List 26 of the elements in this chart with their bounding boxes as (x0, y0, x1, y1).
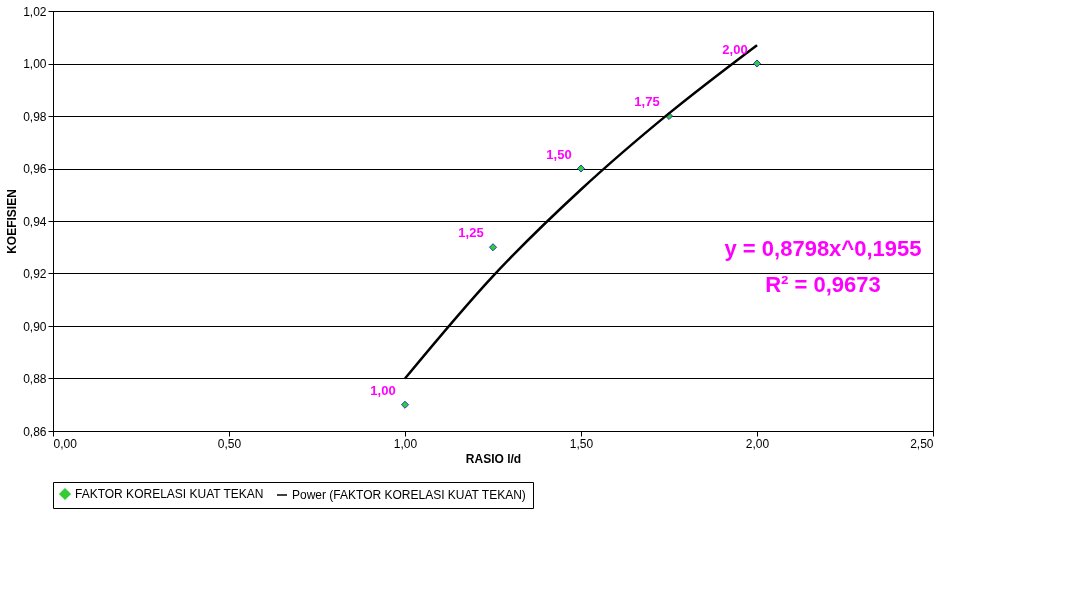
annotation: 1,00 (370, 382, 396, 398)
annotation: 2,00 (722, 41, 748, 57)
y-tick-label: 0,96 (23, 162, 47, 176)
annotation: 1,25 (458, 225, 484, 241)
annotation: 1,50 (546, 146, 572, 162)
legend-label: Power (FAKTOR KORELASI KUAT TEKAN) (292, 488, 526, 502)
legend-label: FAKTOR KORELASI KUAT TEKAN (75, 487, 264, 501)
annotation: R² = 0,9673 (765, 272, 881, 297)
x-tick-label: 1,00 (393, 436, 418, 451)
y-tick-label: 1,02 (23, 4, 47, 19)
x-tick-label: 0,50 (217, 436, 242, 451)
y-axis-title: KOEFISIEN (5, 189, 20, 254)
y-tick-label: 0,88 (23, 372, 47, 386)
y-tick-label: 1,00 (23, 57, 47, 71)
x-tick-label: 2,50 (910, 436, 934, 451)
x-axis-title: RASIO l/d (465, 451, 522, 466)
y-tick-label: 0,90 (23, 319, 47, 334)
x-tick-label: 1,50 (569, 436, 594, 451)
annotation: 1,75 (634, 94, 660, 109)
annotation: y = 0,8798x^0,1955 (724, 236, 922, 261)
x-tick-label: 2,00 (745, 436, 770, 451)
y-tick-label: 0,86 (23, 424, 47, 439)
y-tick-label: 0,98 (23, 109, 47, 124)
x-tick-label: 0,00 (53, 436, 78, 451)
y-tick-label: 0,94 (23, 214, 47, 229)
y-tick-label: 0,92 (23, 267, 47, 281)
